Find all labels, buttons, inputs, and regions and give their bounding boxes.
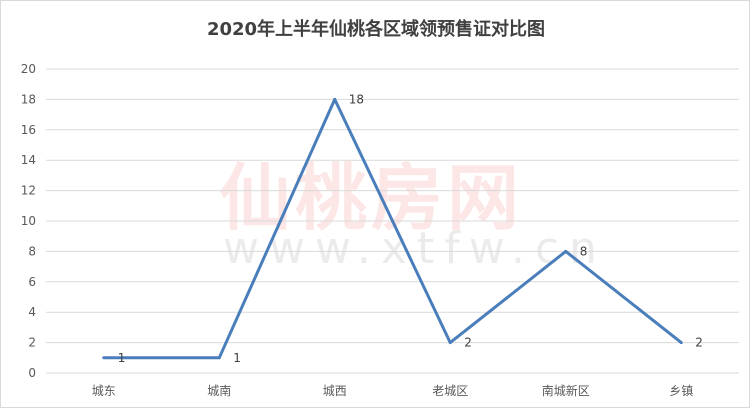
y-tick-label: 18 xyxy=(21,92,36,106)
data-point xyxy=(102,356,106,360)
data-point xyxy=(448,341,452,345)
data-point xyxy=(333,97,337,101)
y-tick-label: 2 xyxy=(28,336,36,350)
y-tick-label: 6 xyxy=(28,275,36,289)
data-point xyxy=(679,341,683,345)
y-tick-label: 14 xyxy=(21,153,36,167)
y-tick-label: 16 xyxy=(21,123,36,137)
y-tick-label: 20 xyxy=(21,62,36,76)
y-tick-label: 12 xyxy=(21,184,36,198)
data-point xyxy=(217,356,221,360)
data-point xyxy=(564,249,568,253)
data-label: 1 xyxy=(118,351,126,365)
x-tick-label: 乡镇 xyxy=(669,384,693,398)
y-tick-label: 0 xyxy=(28,366,36,380)
series-line xyxy=(103,97,683,360)
y-tick-label: 8 xyxy=(28,244,36,258)
data-label: 2 xyxy=(464,336,472,350)
data-label: 8 xyxy=(580,244,588,258)
y-tick-label: 10 xyxy=(21,214,36,228)
x-tick-label: 城西 xyxy=(323,384,347,398)
data-label: 2 xyxy=(695,336,703,350)
y-tick-label: 4 xyxy=(28,305,36,319)
data-label: 1 xyxy=(233,351,241,365)
x-tick-label: 老城区 xyxy=(432,384,468,398)
x-tick-label: 城南 xyxy=(207,383,231,398)
data-label: 18 xyxy=(349,92,364,106)
x-tick-label: 南城新区 xyxy=(542,383,590,398)
chart-title: 2020年上半年仙桃各区域领预售证对比图 xyxy=(206,19,546,40)
x-tick-label: 城东 xyxy=(92,384,116,398)
watermark-url: www.xtfw.cn xyxy=(223,223,607,274)
